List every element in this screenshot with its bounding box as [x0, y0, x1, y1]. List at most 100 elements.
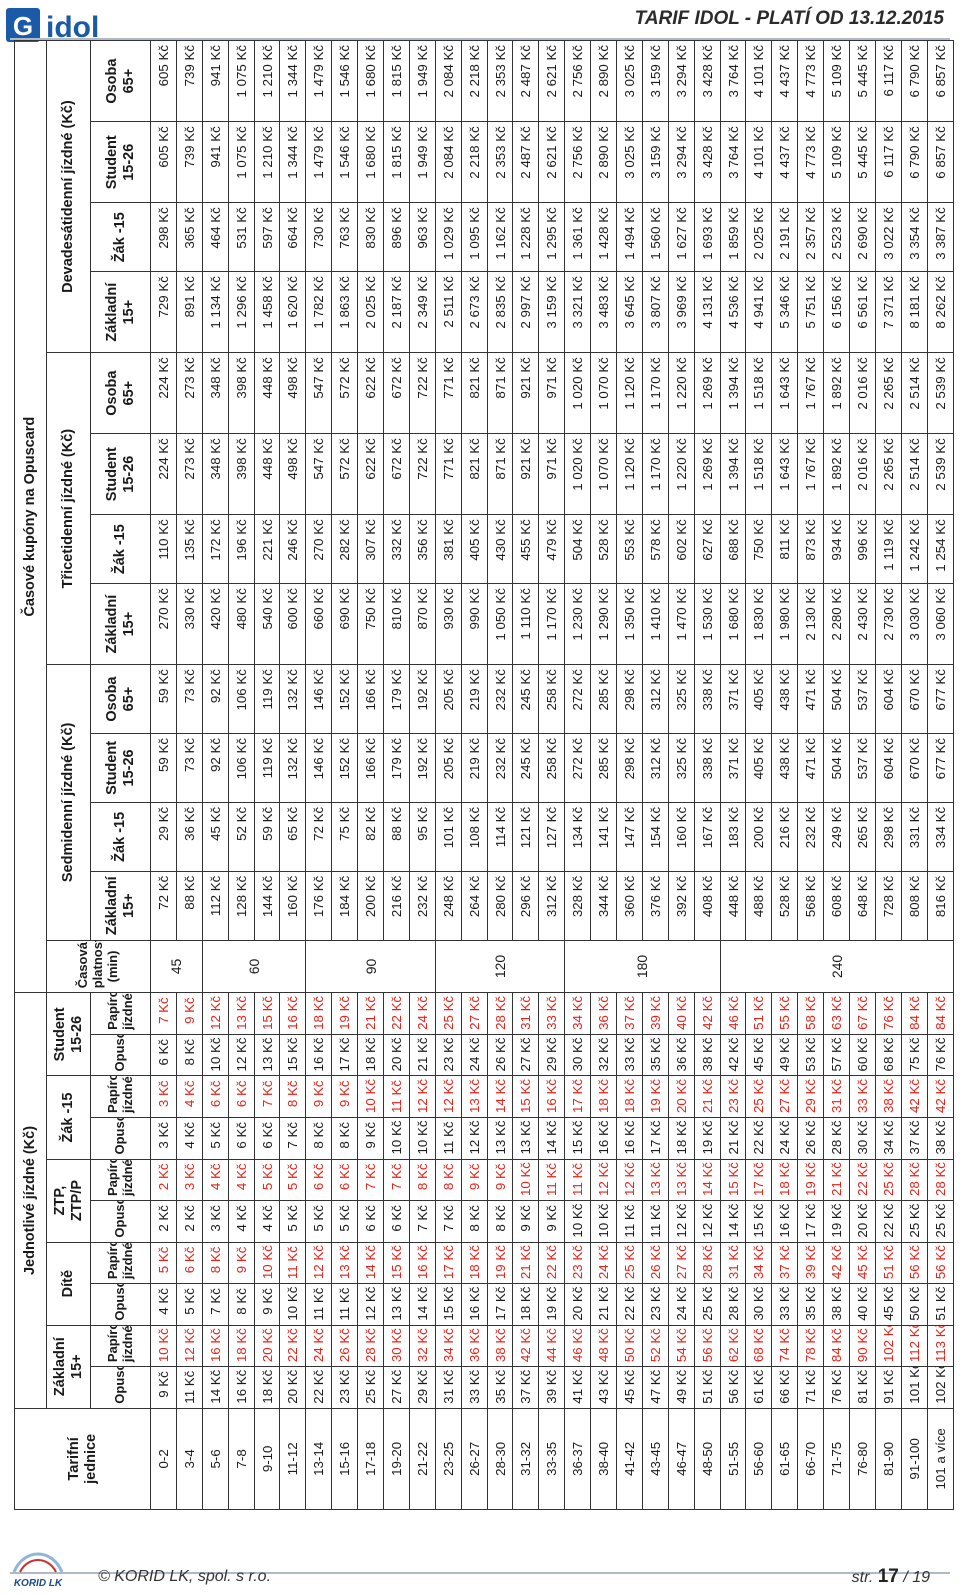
- coupon-price-cell: 896 Kč: [383, 202, 410, 272]
- opuscard-fare-cell: 25 Kč: [927, 1200, 954, 1243]
- coupon-price-cell: 578 Kč: [642, 514, 669, 584]
- opuscard-fare-cell: 28 Kč: [823, 1117, 850, 1160]
- paper-fare-cell: 7 Kč: [150, 992, 177, 1035]
- coupon-price-cell: 677 Kč: [927, 664, 954, 734]
- coupon-price-cell: 1 350 Kč: [616, 583, 643, 665]
- paper-fare-cell: 13 Kč: [228, 992, 255, 1035]
- paper-fare-cell: 25 Kč: [435, 992, 462, 1035]
- paper-fare-cell: 20 Kč: [254, 1325, 280, 1367]
- opuscard-fare-cell: 15 Kč: [745, 1200, 772, 1243]
- paper-fare-cell: 33 Kč: [538, 992, 565, 1035]
- paper-fare-cell: 76 Kč: [875, 992, 902, 1035]
- coupon-price-cell: 298 Kč: [616, 664, 643, 734]
- coupon-price-cell: 3 387 Kč: [927, 202, 954, 272]
- coupon-price-cell: 5 109 Kč: [823, 40, 850, 122]
- opuscard-fare-cell: 21 Kč: [720, 1117, 746, 1160]
- opuscard-fare-cell: 4 Kč: [254, 1200, 280, 1243]
- coupon-price-cell: 110 Kč: [150, 514, 177, 584]
- opuscard-fare-cell: 9 Kč: [150, 1366, 177, 1409]
- zone-range: 38-40: [590, 1408, 617, 1510]
- paper-fare-cell: 15 Kč: [512, 1075, 539, 1118]
- opuscard-fare-cell: 9 Kč: [357, 1117, 384, 1160]
- opuscard-fare-cell: 71 Kč: [797, 1366, 824, 1409]
- coupon-price-cell: 1 295 Kč: [538, 202, 565, 272]
- coupon-price-cell: 2 357 Kč: [797, 202, 824, 272]
- validity-cell: 180: [564, 940, 721, 993]
- zone-range: 0-2: [150, 1408, 177, 1510]
- opuscard-fare-cell: 30 Kč: [745, 1283, 772, 1326]
- opuscard-fare-cell: 10 Kč: [409, 1117, 436, 1160]
- table-row: 56-60 61 Kč 68 Kč 30 Kč 34 Kč 15 Kč 17 Kč 22 Kč…: [745, 40, 772, 1510]
- coupon-price-cell: 1 170 Kč: [538, 583, 565, 665]
- coupon-price-cell: 2 621 Kč: [538, 40, 565, 122]
- zone-range: 46-47: [668, 1408, 695, 1510]
- opuscard-fare-cell: 40 Kč: [849, 1283, 876, 1326]
- tariff-table-rotated: Tarifní jednice Jednotlivé jízdné (Kč) Č…: [14, 40, 954, 1510]
- coupon-price-cell: 298 Kč: [616, 733, 643, 803]
- opuscard-fare-cell: 21 Kč: [590, 1283, 617, 1326]
- opuscard-fare-cell: 25 Kč: [357, 1366, 384, 1409]
- coupon-price-cell: 2 025 Kč: [745, 202, 772, 272]
- coupon-price-cell: 106 Kč: [228, 733, 255, 803]
- coupon-price-cell: 2 130 Kč: [797, 583, 824, 665]
- opuscard-fare-cell: 57 Kč: [823, 1034, 850, 1076]
- paper-fare-cell: 112 Kč: [901, 1325, 928, 1367]
- paper-fare-cell: 3 Kč: [176, 1159, 203, 1201]
- coupon-price-cell: 1 170 Kč: [642, 433, 669, 515]
- coupon-price-cell: 1 075 Kč: [228, 121, 255, 203]
- coupon-price-cell: 1 680 Kč: [357, 40, 384, 122]
- paper-fare-cell: 4 Kč: [228, 1159, 255, 1201]
- coupon-price-cell: 219 Kč: [461, 664, 488, 734]
- coupon-price-cell: 334 Kč: [927, 802, 954, 872]
- coupon-price-cell: 167 Kč: [694, 802, 721, 872]
- coupon-price-cell: 1 075 Kč: [228, 40, 255, 122]
- paper-fare-cell: 23 Kč: [564, 1242, 591, 1284]
- paper-fare-cell: 12 Kč: [176, 1325, 203, 1367]
- coupon-price-cell: 246 Kč: [279, 514, 306, 584]
- table-row: 23-25 31 Kč 34 Kč 15 Kč 17 Kč 7 Kč 8 Kč 11 Kč 12…: [435, 40, 565, 1510]
- coupon-price-cell: 312 Kč: [642, 664, 669, 734]
- paper-fare-cell: 11 Kč: [564, 1159, 591, 1201]
- coupon-price-cell: 771 Kč: [435, 433, 462, 515]
- coupon-price-cell: 101 Kč: [435, 802, 462, 872]
- opuscard-fare-cell: 102 Kč: [927, 1366, 954, 1409]
- paper-fare-cell: 11 Kč: [383, 1075, 410, 1118]
- coupon-price-cell: 328 Kč: [564, 871, 591, 941]
- coupon-price-cell: 325 Kč: [668, 664, 695, 734]
- zone-range: 33-35: [538, 1408, 565, 1510]
- page-number: str. 17 / 19: [852, 1566, 930, 1588]
- opuscard-fare-cell: 15 Kč: [279, 1034, 306, 1076]
- opuscard-fare-cell: 45 Kč: [616, 1366, 643, 1409]
- coupon-price-cell: 1 693 Kč: [694, 202, 721, 272]
- opuscard-fare-cell: 2 Kč: [150, 1200, 177, 1243]
- coupon-price-cell: 2 265 Kč: [875, 352, 902, 434]
- coupon-price-cell: 296 Kč: [512, 871, 539, 941]
- page-prefix: str.: [851, 1569, 874, 1586]
- paper-fare-cell: 19 Kč: [331, 992, 358, 1035]
- coupon-price-cell: 3 159 Kč: [538, 271, 565, 353]
- opuscard-fare-cell: 43 Kč: [590, 1366, 617, 1409]
- paper-fare-cell: 18 Kč: [305, 992, 332, 1035]
- coupon-price-cell: 128 Kč: [228, 871, 255, 941]
- coupon-price-cell: 29 Kč: [150, 802, 177, 872]
- opuscard-fare-cell: 24 Kč: [771, 1117, 798, 1160]
- coupon-price-cell: 2 730 Kč: [875, 583, 902, 665]
- paper-fare-cell: 9 Kč: [305, 1075, 332, 1118]
- coupon-price-cell: 146 Kč: [305, 733, 332, 803]
- coupon-price-cell: 2 756 Kč: [564, 40, 591, 122]
- copyright: © KORID LK, spol. s r.o.: [98, 1568, 272, 1585]
- coupon-price-cell: 547 Kč: [305, 352, 332, 434]
- opuscard-fare-cell: 18 Kč: [357, 1034, 384, 1076]
- table-row: 71-75 76 Kč 84 Kč 38 Kč 42 Kč 19 Kč 21 Kč 28 Kč…: [823, 40, 850, 1510]
- paper-fare-cell: 46 Kč: [720, 992, 746, 1035]
- coupon-price-cell: 941 Kč: [202, 121, 229, 203]
- coupon-price-cell: 941 Kč: [202, 40, 229, 122]
- coupon-price-cell: 325 Kč: [668, 733, 695, 803]
- coupon-price-cell: 996 Kč: [849, 514, 876, 584]
- coupon-price-cell: 232 Kč: [797, 802, 824, 872]
- coupon-price-cell: 280 Kč: [487, 871, 513, 941]
- coupon-price-cell: 3 159 Kč: [642, 40, 669, 122]
- paper-fare-cell: 38 Kč: [875, 1075, 902, 1118]
- opuscard-fare-cell: 6 Kč: [150, 1034, 177, 1076]
- opuscard-fare-cell: 20 Kč: [279, 1366, 306, 1409]
